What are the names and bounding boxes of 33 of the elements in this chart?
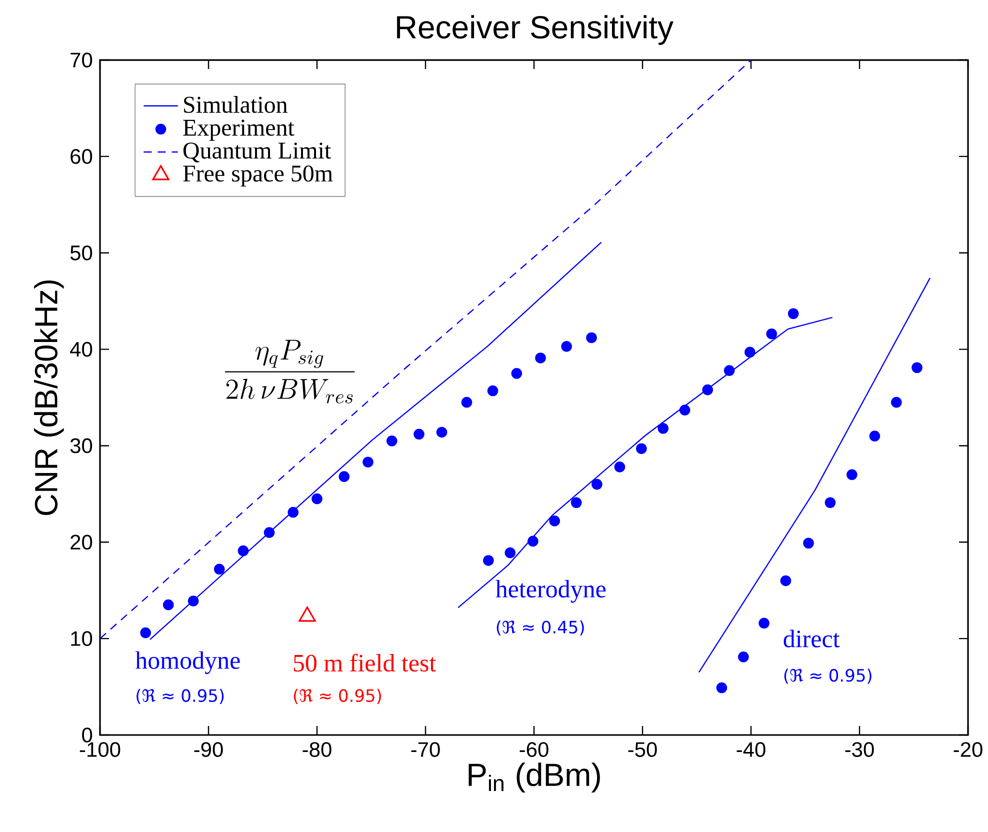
x-tick-label: -60 [520,742,548,757]
annotation: (ℜ ≈ 0.95) [784,668,872,684]
x-tick-label: -90 [194,742,223,757]
y-tick-label: 50 [70,245,92,260]
annotation: homodyne [135,651,240,674]
annotation: heterodyne [496,580,606,603]
annotation: $\frac{\eta_q P_{sig}}{2h\,\nu BW_{res}}$ [225,340,355,404]
x-tick-label: -100 [80,742,120,757]
x-tick-label: -30 [845,742,874,757]
y-tick-label: 10 [71,631,92,646]
x-axis-title: P$_{in}$ (dBm) [468,762,600,792]
legend-label: Quantum Limit [183,142,331,162]
y-tick-label: 40 [70,342,92,357]
x-tick-label: -20 [954,742,982,757]
y-axis-title: CNR (dB/30kHz) [34,280,64,516]
annotation: direct [784,630,840,648]
legend-label: Experiment [183,120,294,141]
x-tick-label: -50 [628,742,657,757]
annotation: (ℜ ≈ 0.45) [496,620,584,636]
y-tick-label: 30 [70,438,92,454]
annotation: (ℜ ≈ 0.95) [294,688,381,704]
chart-title: Receiver Sensitivity [397,15,674,45]
y-tick-label: 20 [70,534,92,550]
y-tick-label: 0 [82,728,92,742]
x-tick-label: -80 [302,742,332,757]
x-tick-label: -70 [411,742,440,757]
x-tick-label: -40 [736,742,766,757]
legend-label: Free space 50m [183,165,333,187]
annotation: 50 m field test [294,654,436,672]
legend-label: Simulation [184,96,288,113]
y-tick-label: 70 [70,52,92,68]
y-tick-label: 60 [70,149,92,164]
annotation: (ℜ ≈ 0.95) [136,688,224,704]
